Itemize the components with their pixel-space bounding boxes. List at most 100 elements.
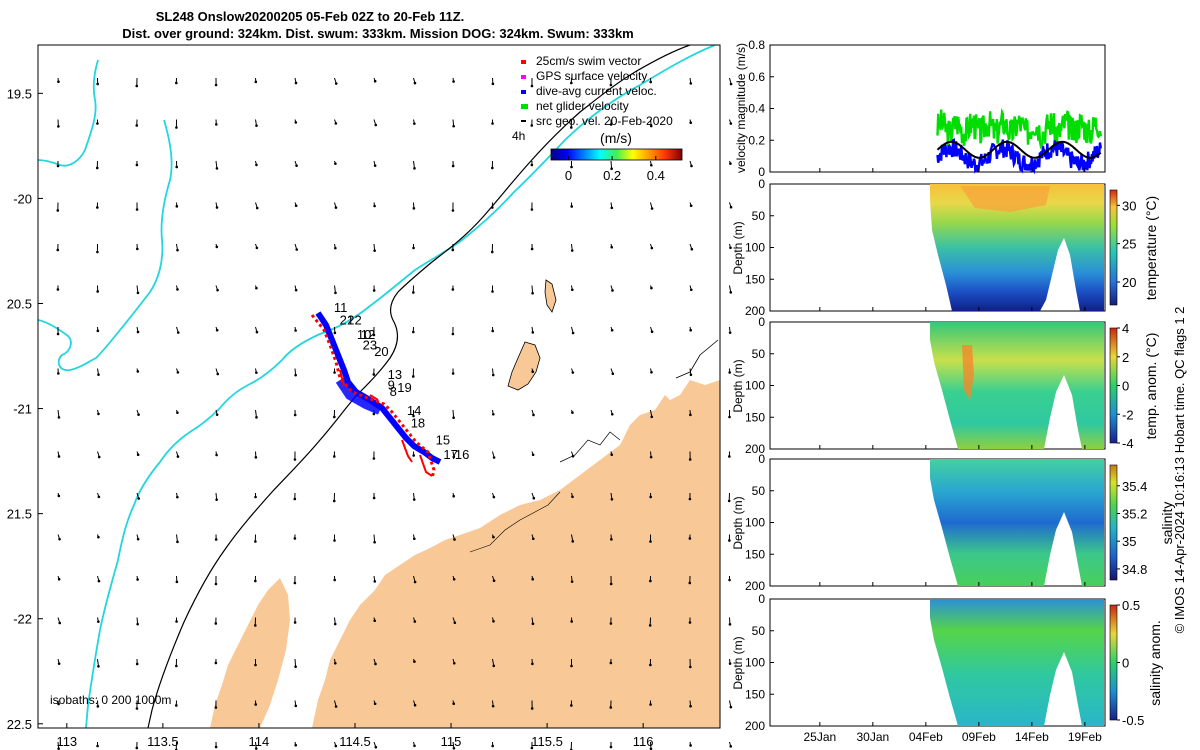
current-arrowhead bbox=[492, 495, 496, 499]
current-arrowhead bbox=[294, 204, 298, 208]
depth-tick-label: 0 bbox=[758, 592, 765, 606]
current-arrowhead bbox=[58, 537, 61, 541]
temp-anomaly-ylabel: Depth (m) bbox=[731, 359, 745, 412]
current-arrowhead bbox=[453, 538, 456, 541]
current-arrowhead bbox=[57, 662, 61, 665]
current-arrowhead bbox=[295, 164, 298, 167]
map-ytick-label: 22.5 bbox=[7, 717, 32, 732]
legend-item-gps: GPS surface velocity bbox=[521, 69, 647, 83]
current-arrowhead bbox=[492, 619, 495, 623]
temp-anomaly-y-axis: 0 50 100 150 200 bbox=[745, 315, 774, 456]
current-arrowhead bbox=[214, 745, 218, 749]
current-arrowhead bbox=[334, 246, 337, 250]
current-arrowhead bbox=[97, 665, 100, 668]
title-line-2: Dist. over ground: 324km. Dist. swum: 33… bbox=[122, 26, 634, 41]
current-arrowhead bbox=[727, 499, 731, 503]
current-arrowhead bbox=[176, 331, 180, 334]
current-arrowhead bbox=[96, 206, 99, 209]
series-dive-avg-current bbox=[936, 138, 1102, 175]
legend-label-gps: GPS surface velocity bbox=[536, 69, 647, 83]
current-arrowhead bbox=[373, 249, 376, 252]
current-arrowhead bbox=[610, 328, 614, 332]
temp-anomaly-colorbar bbox=[1109, 327, 1118, 444]
current-arrowhead bbox=[136, 291, 140, 295]
legend-label-net: net glider velocity bbox=[536, 99, 629, 113]
legend-item-dive: dive-avg current veloc. bbox=[521, 84, 657, 98]
current-arrowhead bbox=[373, 702, 377, 706]
cbar-tick-label: 34.8 bbox=[1122, 562, 1147, 577]
current-arrowhead bbox=[650, 207, 654, 210]
current-arrowhead bbox=[530, 208, 534, 211]
current-arrowhead bbox=[570, 165, 573, 169]
map-y-axis: 19.5 -20 20.5 -21 21.5 -22 22.5 bbox=[7, 86, 43, 732]
day-label: 22 bbox=[347, 313, 361, 328]
current-arrowhead bbox=[490, 250, 494, 254]
day-label: 21 bbox=[340, 313, 354, 328]
current-arrowhead bbox=[649, 163, 653, 167]
current-arrowhead bbox=[334, 82, 338, 85]
colorbar-tick-label: 0.2 bbox=[603, 168, 621, 183]
current-arrowhead bbox=[255, 124, 258, 127]
current-arrowhead bbox=[372, 412, 376, 416]
current-arrowhead bbox=[412, 207, 416, 210]
glider-track bbox=[310, 311, 442, 479]
current-arrowhead bbox=[334, 162, 337, 165]
current-arrowhead bbox=[728, 371, 731, 374]
land-island bbox=[507, 341, 541, 391]
day-label: 19 bbox=[397, 380, 411, 395]
depth-tick-label: 200 bbox=[745, 442, 765, 456]
salinity-anomaly-colorbar-ticks: 0.5 0 -0.5 bbox=[1117, 598, 1144, 728]
map-xtick-label: 114.5 bbox=[339, 734, 371, 749]
current-arrowhead bbox=[293, 458, 297, 461]
current-arrowhead bbox=[570, 81, 573, 85]
current-arrowhead bbox=[649, 703, 652, 706]
salinity-anomaly-colorbar bbox=[1109, 604, 1118, 721]
day-label: 17 bbox=[443, 447, 457, 462]
current-arrowhead bbox=[413, 81, 417, 85]
current-arrowhead bbox=[216, 372, 220, 376]
current-arrowhead bbox=[255, 246, 259, 250]
temperature-warm-patch bbox=[960, 186, 1050, 212]
current-arrowhead bbox=[293, 537, 297, 540]
current-arrowhead bbox=[452, 494, 456, 498]
current-arrowhead bbox=[56, 209, 60, 212]
current-arrowhead bbox=[452, 455, 456, 459]
current-arrowhead bbox=[175, 664, 178, 668]
current-arrowhead bbox=[412, 291, 415, 294]
current-arrowhead bbox=[175, 165, 179, 169]
depth-tick-label: 200 bbox=[745, 304, 765, 318]
day-label: 18 bbox=[411, 415, 425, 430]
current-arrowhead bbox=[452, 746, 456, 750]
legend-item-net: net glider velocity bbox=[521, 99, 629, 113]
current-arrowhead bbox=[531, 331, 535, 334]
current-arrowhead bbox=[214, 582, 218, 586]
current-arrowhead bbox=[412, 330, 415, 334]
current-arrowhead bbox=[333, 622, 337, 626]
cbar-tick-label: -0.5 bbox=[1122, 713, 1144, 728]
current-arrowhead bbox=[689, 744, 692, 747]
current-arrowhead bbox=[491, 744, 494, 748]
current-arrowhead bbox=[531, 370, 535, 374]
current-arrowhead bbox=[215, 453, 218, 457]
salinity-y-axis: 0 50 100 150 200 bbox=[745, 452, 774, 593]
current-arrowhead bbox=[530, 707, 534, 710]
current-arrowhead bbox=[609, 83, 613, 87]
current-arrowhead bbox=[214, 538, 218, 541]
day-label: 10 bbox=[357, 327, 371, 342]
current-arrowhead bbox=[333, 331, 337, 335]
current-arrowhead bbox=[215, 167, 219, 170]
current-arrowhead bbox=[649, 80, 652, 84]
current-arrowhead bbox=[690, 247, 694, 251]
current-arrowhead bbox=[413, 744, 416, 748]
current-arrowhead bbox=[611, 289, 614, 292]
current-arrowhead bbox=[136, 330, 140, 334]
colorbar-tick-label: 0 bbox=[565, 168, 572, 183]
track-red-swim-vectors bbox=[310, 314, 436, 479]
current-arrowhead bbox=[452, 702, 456, 706]
salinity-ylabel: Depth (m) bbox=[731, 496, 745, 549]
current-arrowhead bbox=[97, 579, 101, 583]
map-xtick-label: 113 bbox=[56, 734, 77, 749]
current-arrowhead bbox=[255, 416, 258, 419]
colorbar-gradient bbox=[550, 148, 683, 161]
cbar-tick-label: -2 bbox=[1122, 407, 1134, 422]
